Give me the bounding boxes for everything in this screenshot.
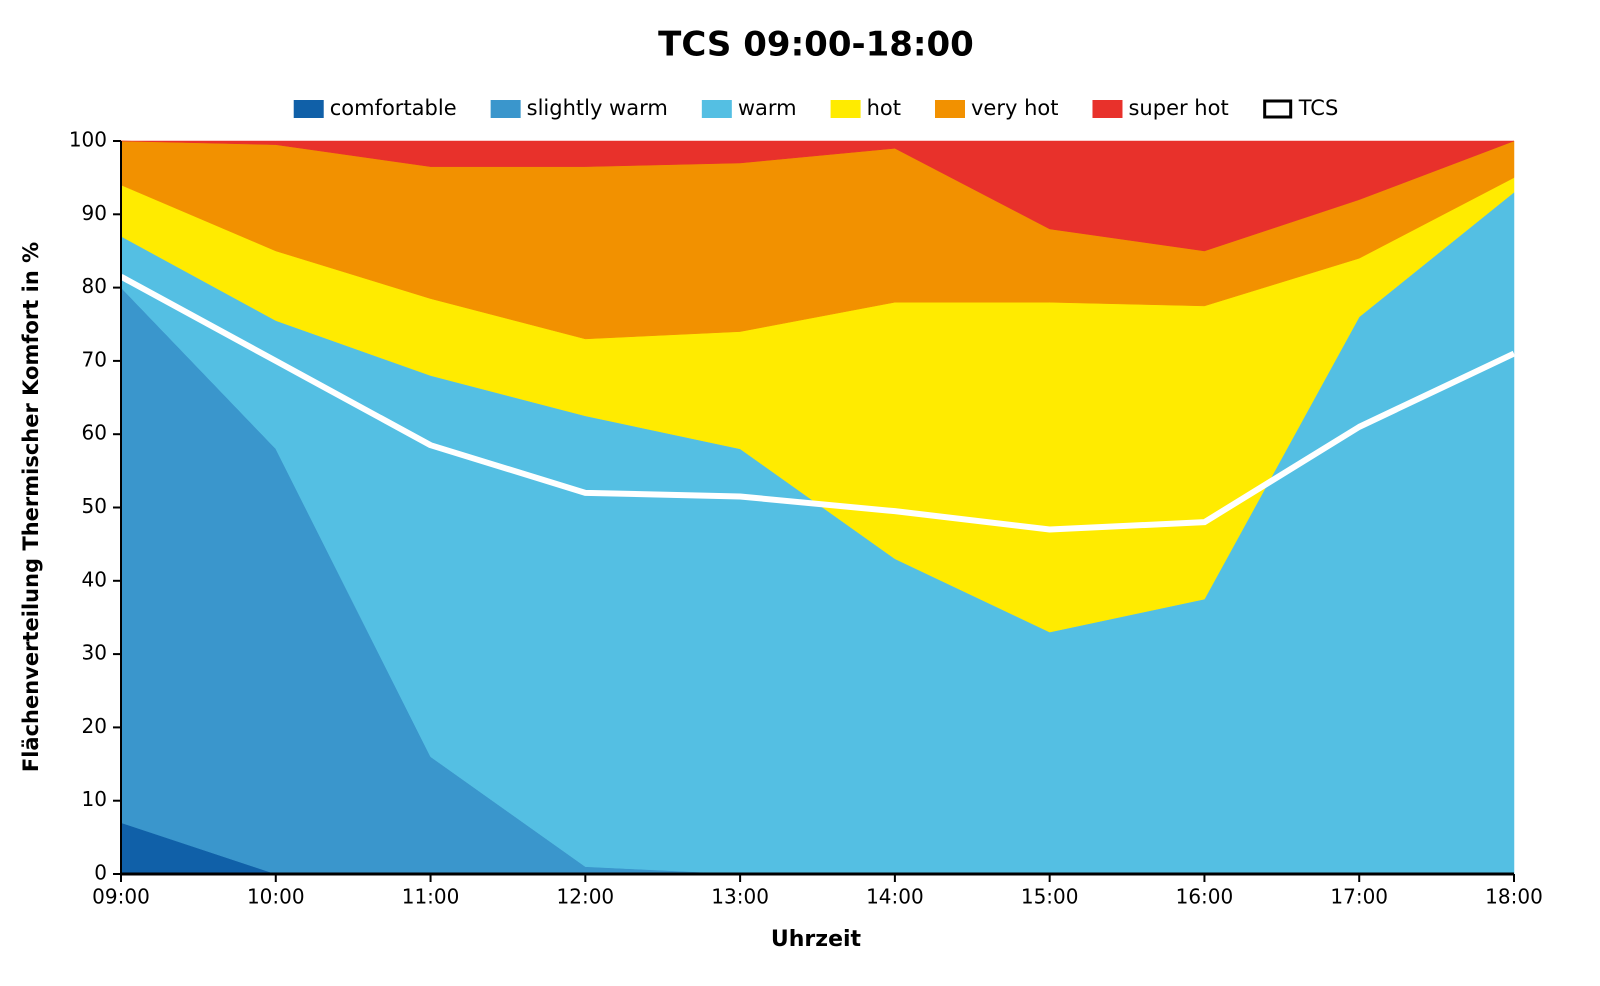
legend-swatch (490, 100, 521, 118)
legend-swatch (701, 100, 732, 118)
legend-label: comfortable (330, 96, 457, 120)
y-axis-label: Flächenverteilung Thermischer Komfort in… (19, 242, 43, 772)
x-tick-label: 12:00 (557, 885, 615, 909)
legend-label: very hot (971, 96, 1058, 120)
legend-item: comfortable (293, 96, 457, 120)
x-tick-label: 18:00 (1485, 885, 1543, 909)
legend-item: slightly warm (490, 96, 668, 120)
x-axis-label: Uhrzeit (771, 927, 862, 952)
y-tick-label: 70 (82, 347, 107, 371)
y-tick-label: 30 (82, 641, 107, 665)
x-tick-label: 14:00 (866, 885, 924, 909)
legend-label: warm (738, 96, 797, 120)
legend-item: warm (701, 96, 797, 120)
x-tick-label: 09:00 (92, 885, 150, 909)
legend-label: slightly warm (527, 96, 668, 120)
legend: comfortable slightly warm warm hot very hot s… (293, 96, 1339, 120)
line (119, 273, 1516, 533)
legend-swatch (1263, 99, 1293, 119)
y-tick-label: 60 (82, 421, 107, 445)
x-tick-label: 13:00 (711, 885, 769, 909)
x-tick-label: 16:00 (1176, 885, 1234, 909)
y-tick-label: 50 (82, 494, 107, 518)
x-tick-label: 10:00 (247, 885, 305, 909)
legend-label: super hot (1128, 96, 1228, 120)
legend-swatch (830, 100, 861, 118)
legend-item: TCS (1263, 96, 1339, 120)
area (120, 140, 1515, 252)
legend-label: TCS (1298, 96, 1339, 120)
y-tick-label: 90 (82, 201, 107, 225)
legend-label: hot (867, 96, 901, 120)
legend-swatch (935, 100, 965, 118)
y-tick-label: 100 (69, 128, 107, 152)
legend-item: very hot (935, 96, 1058, 120)
legend-item: hot (830, 96, 901, 120)
legend-swatch (293, 100, 324, 118)
x-tick-label: 11:00 (402, 885, 460, 909)
y-tick-label: 20 (82, 714, 107, 738)
y-tick-label: 10 (82, 787, 107, 811)
legend-item: super hot (1092, 96, 1229, 120)
x-tick-label: 17:00 (1330, 885, 1388, 909)
chart-title: TCS 09:00-18:00 (658, 25, 974, 65)
y-tick-label: 40 (82, 567, 107, 591)
legend-swatch (1092, 100, 1123, 118)
y-tick-label: 0 (94, 861, 107, 885)
y-tick-label: 80 (82, 274, 107, 298)
x-tick-label: 15:00 (1021, 885, 1079, 909)
